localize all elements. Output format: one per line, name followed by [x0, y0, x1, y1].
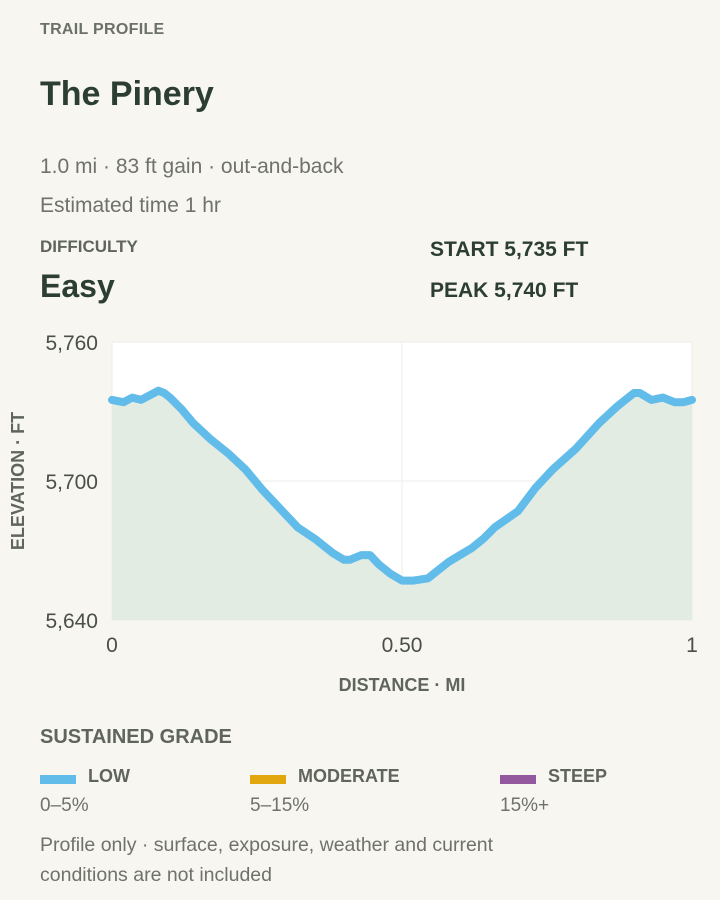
section-eyebrow: TRAIL PROFILE: [40, 21, 165, 38]
legend-label-moderate: MODERATE: [298, 766, 400, 786]
y-tick-label: 5,760: [45, 332, 98, 355]
footnote: Profile only · surface, exposure, weathe…: [40, 834, 494, 886]
legend-swatch-low: [40, 775, 76, 784]
grade-title: SUSTAINED GRADE: [40, 726, 232, 748]
legend-label-steep: STEEP: [548, 766, 608, 786]
trail-summary: 1.0 mi · 83 ft gain · out-and-back: [40, 155, 344, 178]
x-tick-label: 0.50: [382, 634, 423, 657]
start-elevation: START 5,735 FT: [430, 238, 589, 261]
elevation-area: [112, 390, 692, 620]
trail-title: The Pinery: [40, 75, 214, 113]
legend-label-low: LOW: [88, 766, 130, 786]
legend-swatch-moderate: [250, 775, 286, 784]
difficulty-label: DIFFICULTY: [40, 237, 138, 256]
x-tick-label: 0: [106, 634, 118, 657]
elevation-chart: 5,640 5,700 5,760 0 0.50 1 DISTANCE · MI ELEVAT…: [8, 332, 698, 695]
y-axis-label: ELEVATION · FT: [8, 412, 28, 550]
peak-elevation: PEAK 5,740 FT: [430, 279, 579, 302]
legend-swatch-steep: [500, 775, 536, 784]
x-axis-label: DISTANCE · MI: [339, 675, 466, 695]
estimated-time: Estimated time 1 hr: [40, 194, 221, 217]
x-tick-label: 1: [686, 634, 698, 657]
y-tick-label: 5,640: [45, 610, 98, 633]
legend-range-moderate: 5–15%: [250, 795, 310, 816]
legend-range-low: 0–5%: [40, 795, 89, 816]
difficulty-value: Easy: [40, 268, 115, 304]
y-tick-label: 5,700: [45, 471, 98, 494]
elevation-line: [108, 386, 696, 585]
legend-range-steep: 15%+: [500, 795, 550, 816]
